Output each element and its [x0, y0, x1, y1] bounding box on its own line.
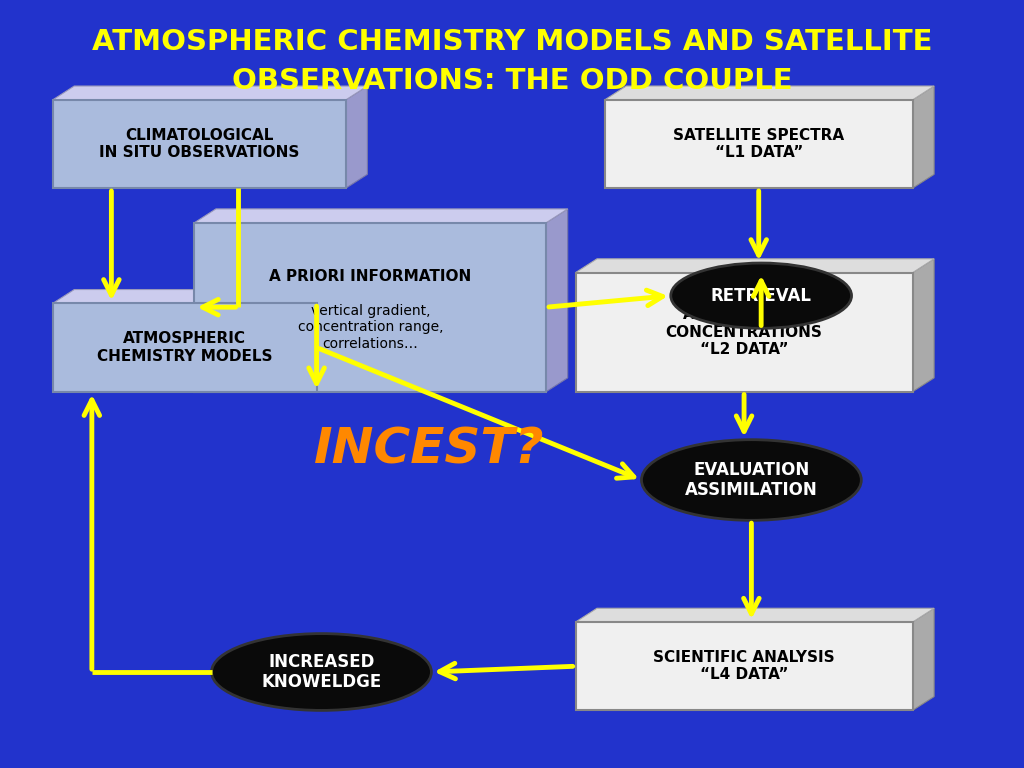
Ellipse shape	[212, 634, 431, 710]
Text: SATELLITE SPECTRA
“L1 DATA”: SATELLITE SPECTRA “L1 DATA”	[673, 127, 844, 161]
Polygon shape	[912, 259, 934, 392]
Text: INCREASED
KNOWELDGE: INCREASED KNOWELDGE	[261, 653, 382, 691]
Text: ATMOSPHERIC
CHEMISTRY MODELS: ATMOSPHERIC CHEMISTRY MODELS	[97, 331, 272, 364]
Polygon shape	[53, 290, 338, 303]
Ellipse shape	[671, 263, 852, 329]
Text: ATMOSPHERIC
CONCENTRATIONS
“L2 DATA”: ATMOSPHERIC CONCENTRATIONS “L2 DATA”	[666, 307, 822, 357]
Polygon shape	[912, 608, 934, 710]
Text: OBSERVATIONS: THE ODD COUPLE: OBSERVATIONS: THE ODD COUPLE	[231, 67, 793, 94]
Polygon shape	[575, 259, 934, 273]
FancyBboxPatch shape	[605, 100, 912, 188]
Text: ATMOSPHERIC CHEMISTRY MODELS AND SATELLITE: ATMOSPHERIC CHEMISTRY MODELS AND SATELLI…	[92, 28, 932, 56]
FancyBboxPatch shape	[195, 223, 546, 392]
FancyBboxPatch shape	[575, 273, 912, 392]
Polygon shape	[346, 86, 368, 188]
FancyBboxPatch shape	[53, 303, 316, 392]
Polygon shape	[546, 209, 567, 392]
Polygon shape	[53, 86, 368, 100]
Polygon shape	[316, 290, 338, 392]
Text: SCIENTIFIC ANALYSIS
“L4 DATA”: SCIENTIFIC ANALYSIS “L4 DATA”	[653, 650, 835, 683]
FancyBboxPatch shape	[53, 100, 346, 188]
Polygon shape	[575, 608, 934, 622]
Ellipse shape	[641, 439, 861, 521]
Text: A PRIORI INFORMATION: A PRIORI INFORMATION	[269, 270, 471, 284]
FancyBboxPatch shape	[575, 622, 912, 710]
Polygon shape	[195, 209, 567, 223]
Text: EVALUATION
ASSIMILATION: EVALUATION ASSIMILATION	[685, 461, 818, 499]
Text: vertical gradient,
concentration range,
correlations…: vertical gradient, concentration range, …	[298, 304, 443, 351]
Text: RETRIEVAL: RETRIEVAL	[711, 286, 812, 305]
Polygon shape	[912, 86, 934, 188]
Text: INCEST?: INCEST?	[313, 425, 544, 473]
Text: CLIMATOLOGICAL
IN SITU OBSERVATIONS: CLIMATOLOGICAL IN SITU OBSERVATIONS	[99, 127, 299, 161]
Polygon shape	[605, 86, 934, 100]
